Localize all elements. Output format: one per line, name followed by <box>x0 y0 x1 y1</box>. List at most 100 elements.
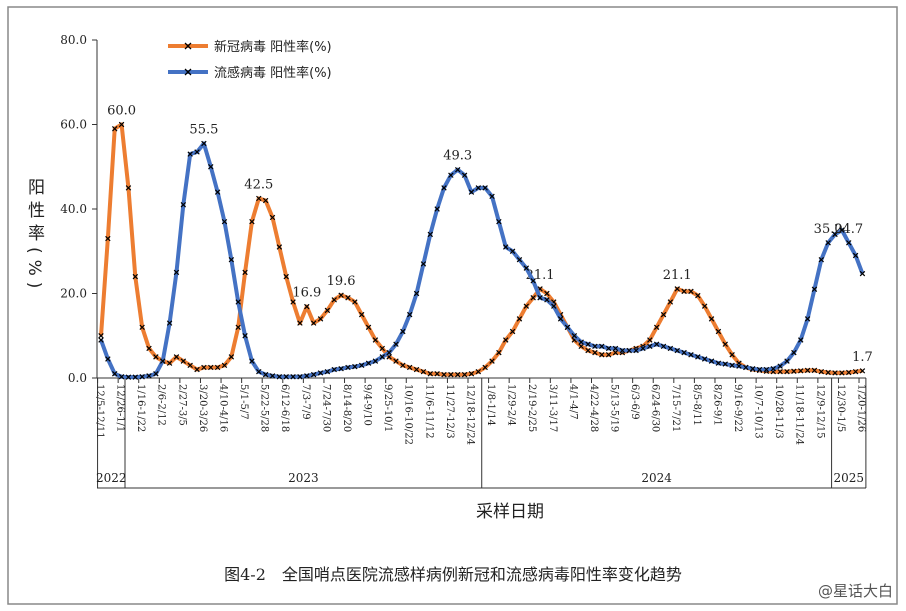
point-marker <box>372 337 379 343</box>
x-tick-label: 1/16-1/22 <box>135 384 146 432</box>
point-marker <box>496 349 502 356</box>
point-marker <box>852 368 859 375</box>
x-tick-label: 11/18-11/24 <box>794 384 805 445</box>
point-marker <box>585 347 591 354</box>
point-marker <box>125 374 132 380</box>
point-marker <box>701 356 708 362</box>
point-marker <box>324 368 331 375</box>
y-tick-label: 40.0 <box>60 202 87 216</box>
data-label: 42.5 <box>244 177 273 192</box>
point-marker <box>187 151 193 157</box>
point-marker <box>146 373 152 379</box>
point-marker <box>276 374 283 380</box>
data-label: 60.0 <box>107 104 136 119</box>
point-marker <box>235 299 241 305</box>
data-label: 19.6 <box>327 274 356 289</box>
x-tick-label: 3/11-3/17 <box>547 384 558 432</box>
point-marker <box>365 324 372 331</box>
point-marker <box>509 328 516 335</box>
point-marker <box>763 366 770 373</box>
point-marker <box>571 333 578 339</box>
point-marker <box>393 358 399 364</box>
point-marker <box>153 371 159 377</box>
point-marker <box>201 140 207 147</box>
point-marker <box>612 349 619 356</box>
point-marker <box>324 307 331 314</box>
point-marker <box>475 185 482 191</box>
x-tick-label: 5/13-5/19 <box>609 384 620 432</box>
point-marker <box>331 366 337 373</box>
x-tick-label: 2/19-2/25 <box>526 384 537 432</box>
point-marker <box>797 368 804 374</box>
point-marker <box>839 227 845 233</box>
point-marker <box>715 360 722 366</box>
point-marker <box>667 345 674 352</box>
point-marker <box>688 288 694 295</box>
point-marker <box>290 299 296 305</box>
point-marker <box>544 290 550 297</box>
point-marker <box>146 345 152 352</box>
point-marker <box>509 248 516 254</box>
point-marker <box>592 349 598 356</box>
point-marker <box>482 364 488 371</box>
legend-marker <box>184 42 192 50</box>
point-marker <box>434 206 440 212</box>
point-marker <box>605 352 612 358</box>
point-marker <box>633 347 639 354</box>
point-marker <box>811 367 818 374</box>
x-tick-label: 10/28-11/3 <box>773 384 784 439</box>
point-marker <box>647 337 653 343</box>
point-marker <box>722 341 728 347</box>
point-marker <box>187 362 193 369</box>
point-marker <box>695 354 701 360</box>
frame <box>7 6 898 605</box>
point-marker <box>269 214 276 221</box>
x-tick-label: 7/24-7/30 <box>320 384 331 432</box>
point-marker <box>221 362 228 369</box>
group-label: 2025 <box>833 471 864 485</box>
point-marker <box>674 286 680 292</box>
point-marker <box>413 366 420 373</box>
point-marker <box>262 197 269 204</box>
x-tick-label: 1/29-2/4 <box>506 384 517 426</box>
point-marker <box>441 371 447 378</box>
point-marker <box>784 358 790 364</box>
point-marker <box>166 360 173 366</box>
point-marker <box>111 371 118 377</box>
point-marker <box>427 371 434 377</box>
point-marker <box>530 278 536 284</box>
point-marker <box>379 345 385 352</box>
x-tick-label: 5/1-5/7 <box>238 384 249 420</box>
x-tick-label: 12/5-12/11 <box>94 384 105 439</box>
point-marker <box>599 352 605 358</box>
point-marker <box>256 195 262 202</box>
point-marker <box>386 349 392 356</box>
point-marker <box>105 356 111 362</box>
point-marker <box>660 311 667 318</box>
point-marker <box>489 193 495 200</box>
point-marker <box>660 343 667 350</box>
point-marker <box>612 345 619 352</box>
point-marker <box>777 363 783 369</box>
point-marker <box>448 371 454 378</box>
point-marker <box>338 365 344 372</box>
point-marker <box>139 374 145 380</box>
point-marker <box>352 299 358 305</box>
point-marker <box>194 366 200 373</box>
point-marker <box>811 286 818 292</box>
point-marker <box>345 295 351 301</box>
x-tick-label: 2/6-2/12 <box>156 384 167 426</box>
point-marker <box>516 256 523 263</box>
point-marker <box>427 231 434 238</box>
data-label: 49.3 <box>443 149 472 164</box>
point-marker <box>605 345 612 352</box>
point-marker <box>461 371 468 378</box>
point-marker <box>832 231 838 238</box>
point-marker <box>681 349 687 356</box>
point-marker <box>523 265 530 271</box>
point-marker <box>173 269 180 276</box>
point-marker <box>400 362 406 369</box>
point-marker <box>688 352 694 358</box>
point-marker <box>715 328 722 335</box>
